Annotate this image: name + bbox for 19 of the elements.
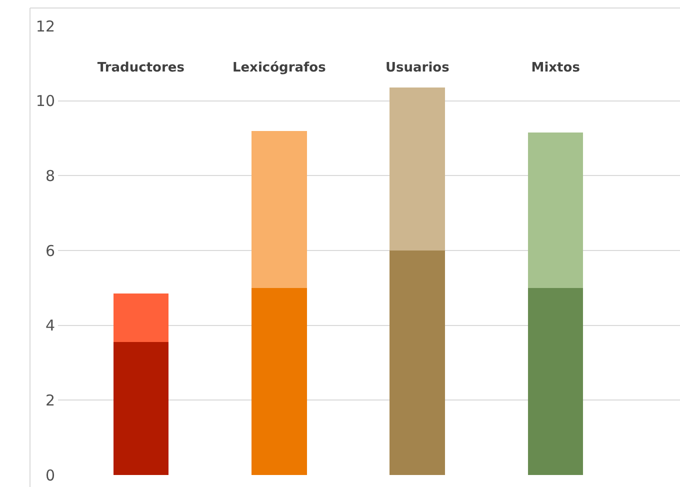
bar bbox=[390, 250, 446, 475]
y-tick-label: 4 bbox=[45, 316, 55, 335]
bar bbox=[528, 132, 584, 288]
bar bbox=[113, 342, 169, 475]
x-tick-label: Lexicógrafos bbox=[232, 60, 326, 76]
bar bbox=[252, 130, 307, 288]
y-tick-label: 8 bbox=[45, 166, 55, 185]
bar bbox=[252, 288, 307, 475]
x-tick-label: Usuarios bbox=[385, 60, 450, 76]
y-tick-label: 6 bbox=[45, 242, 55, 260]
bar bbox=[528, 288, 584, 475]
y-tick-label: 10 bbox=[36, 92, 55, 110]
bar bbox=[113, 294, 169, 342]
bar bbox=[390, 88, 446, 250]
x-tick-label: Traductores bbox=[97, 60, 185, 76]
y-tick-label: 12 bbox=[36, 17, 55, 36]
y-tick-label: 2 bbox=[45, 391, 55, 410]
x-tick-label: Mixtos bbox=[531, 60, 580, 76]
y-tick-label: 0 bbox=[45, 466, 55, 484]
